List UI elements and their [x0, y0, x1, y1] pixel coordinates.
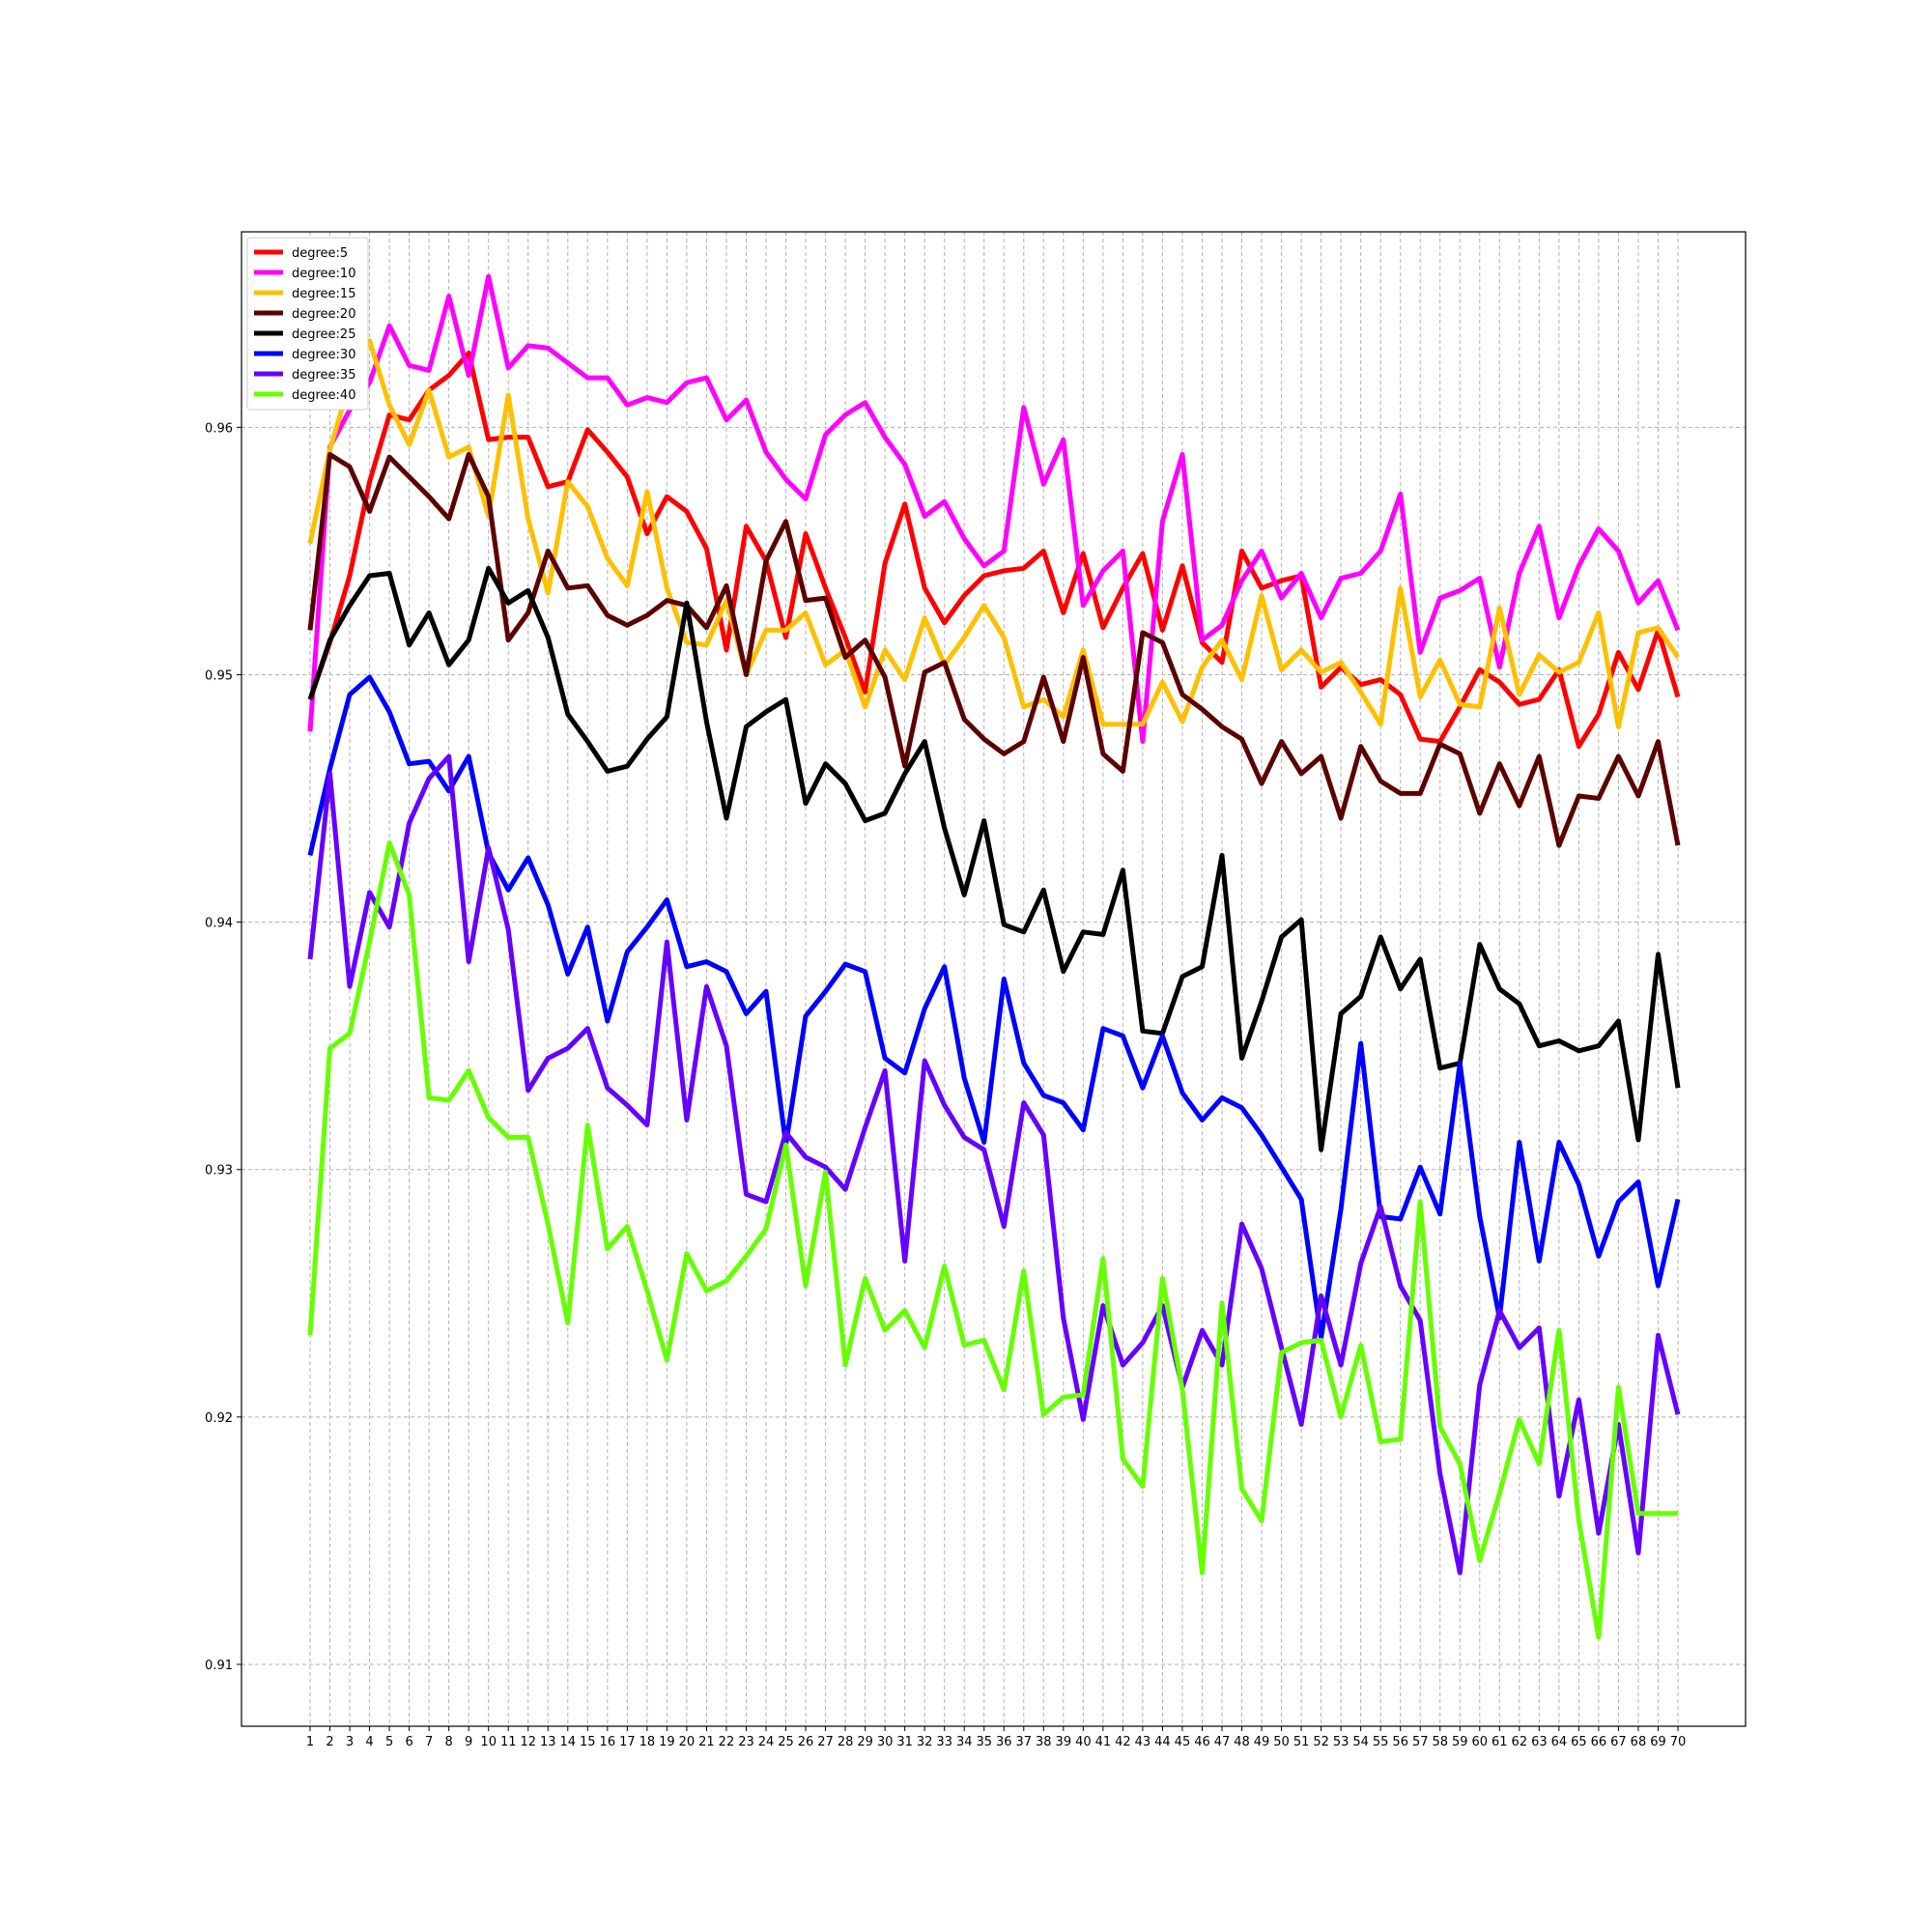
y-tick-label: 0.92	[205, 1411, 233, 1426]
x-tick-label: 14	[560, 1735, 577, 1749]
y-tick-label: 0.94	[205, 917, 233, 931]
x-tick-label: 44	[1154, 1735, 1171, 1749]
x-tick-label: 11	[500, 1735, 517, 1749]
x-tick-label: 31	[896, 1735, 913, 1749]
x-tick-label: 10	[480, 1735, 497, 1749]
x-tick-label: 32	[917, 1735, 933, 1749]
x-tick-label: 13	[540, 1735, 556, 1749]
x-tick-label: 53	[1333, 1735, 1350, 1749]
x-tick-label: 17	[619, 1735, 636, 1749]
series-line-degree-10	[307, 273, 1681, 745]
legend-label: degree:10	[292, 267, 355, 281]
x-tick-label: 58	[1432, 1735, 1448, 1749]
x-tick-label: 5	[385, 1735, 393, 1749]
x-tick-label: 67	[1610, 1735, 1627, 1749]
legend-label: degree:30	[292, 348, 355, 362]
x-tick-label: 43	[1135, 1735, 1151, 1749]
legend-label: degree:35	[292, 368, 355, 383]
x-tick-label: 6	[405, 1735, 412, 1749]
x-tick-label: 62	[1512, 1735, 1528, 1749]
x-tick-label: 2	[326, 1735, 333, 1749]
x-tick-label: 26	[798, 1735, 814, 1749]
x-tick-label: 52	[1313, 1735, 1329, 1749]
x-tick-label: 63	[1531, 1735, 1548, 1749]
x-tick-label: 27	[817, 1735, 834, 1749]
x-axis: 1 2 3 4 5 6 7 8 9 10 11 12 13 14 15 16 17 18 19 20 21 22 23 24 2…	[306, 1726, 1686, 1749]
x-tick-label: 24	[758, 1735, 775, 1749]
series-line-degree-35	[307, 753, 1681, 1576]
x-tick-label: 59	[1452, 1735, 1468, 1749]
x-tick-label: 55	[1373, 1735, 1389, 1749]
x-tick-label: 25	[778, 1735, 794, 1749]
x-tick-label: 22	[719, 1735, 735, 1749]
x-tick-label: 1	[306, 1735, 314, 1749]
y-tick-label: 0.91	[205, 1659, 233, 1673]
x-tick-label: 56	[1392, 1735, 1408, 1749]
y-tick-label: 0.96	[205, 421, 233, 436]
x-tick-label: 18	[639, 1735, 656, 1749]
x-tick-label: 35	[976, 1735, 992, 1749]
series-line-degree-25	[307, 565, 1681, 1152]
series-line-degree-15	[307, 338, 1681, 729]
x-tick-label: 16	[600, 1735, 616, 1749]
x-tick-label: 65	[1571, 1735, 1587, 1749]
x-tick-label: 51	[1293, 1735, 1310, 1749]
x-tick-label: 46	[1194, 1735, 1210, 1749]
y-tick-label: 0.95	[205, 668, 233, 683]
x-tick-label: 70	[1670, 1735, 1687, 1749]
x-tick-label: 7	[425, 1735, 433, 1749]
x-tick-label: 45	[1175, 1735, 1191, 1749]
x-tick-label: 21	[698, 1735, 715, 1749]
x-tick-label: 3	[346, 1735, 354, 1749]
x-tick-label: 40	[1075, 1735, 1092, 1749]
legend-label: degree:15	[292, 287, 355, 301]
x-tick-label: 69	[1650, 1735, 1666, 1749]
x-tick-label: 61	[1492, 1735, 1508, 1749]
x-tick-label: 9	[465, 1735, 472, 1749]
x-tick-label: 4	[365, 1735, 373, 1749]
x-tick-label: 37	[1016, 1735, 1033, 1749]
legend: degree:5 degree:10 degree:15 degree:20 degre…	[246, 237, 369, 411]
x-tick-label: 34	[956, 1735, 973, 1749]
legend-label: degree:20	[292, 307, 355, 322]
legend-label: degree:25	[292, 327, 355, 342]
x-tick-label: 57	[1412, 1735, 1429, 1749]
legend-label: degree:40	[292, 388, 355, 403]
legend-box	[246, 237, 369, 411]
x-tick-label: 49	[1254, 1735, 1270, 1749]
x-tick-label: 64	[1551, 1735, 1568, 1749]
series-line-degree-30	[307, 674, 1681, 1341]
x-tick-label: 38	[1036, 1735, 1052, 1749]
x-tick-label: 28	[838, 1735, 854, 1749]
x-tick-label: 68	[1631, 1735, 1647, 1749]
x-tick-label: 8	[445, 1735, 453, 1749]
x-tick-label: 30	[877, 1735, 894, 1749]
x-tick-label: 19	[659, 1735, 675, 1749]
x-tick-label: 15	[580, 1735, 596, 1749]
series-line-degree-40	[307, 840, 1678, 1640]
axes-frame	[241, 231, 1747, 1727]
x-tick-label: 48	[1234, 1735, 1250, 1749]
x-tick-label: 54	[1352, 1735, 1369, 1749]
series-line-degree-20	[307, 452, 1681, 848]
x-tick-label: 33	[936, 1735, 952, 1749]
x-tick-label: 50	[1273, 1735, 1290, 1749]
x-tick-label: 23	[738, 1735, 754, 1749]
series-lines	[307, 273, 1681, 1640]
x-tick-label: 36	[996, 1735, 1012, 1749]
x-tick-label: 60	[1472, 1735, 1489, 1749]
x-tick-label: 41	[1095, 1735, 1112, 1749]
x-tick-label: 12	[520, 1735, 536, 1749]
x-tick-label: 39	[1056, 1735, 1072, 1749]
x-tick-label: 66	[1591, 1735, 1607, 1749]
x-tick-label: 20	[679, 1735, 696, 1749]
x-tick-label: 42	[1115, 1735, 1131, 1749]
x-tick-label: 47	[1214, 1735, 1231, 1749]
legend-label: degree:5	[292, 246, 348, 261]
x-tick-label: 29	[857, 1735, 873, 1749]
series-line-degree-5	[307, 351, 1681, 750]
y-tick-label: 0.93	[205, 1164, 233, 1179]
y-axis: 0.91 0.92 0.93 0.94 0.95 0.96	[205, 421, 242, 1673]
